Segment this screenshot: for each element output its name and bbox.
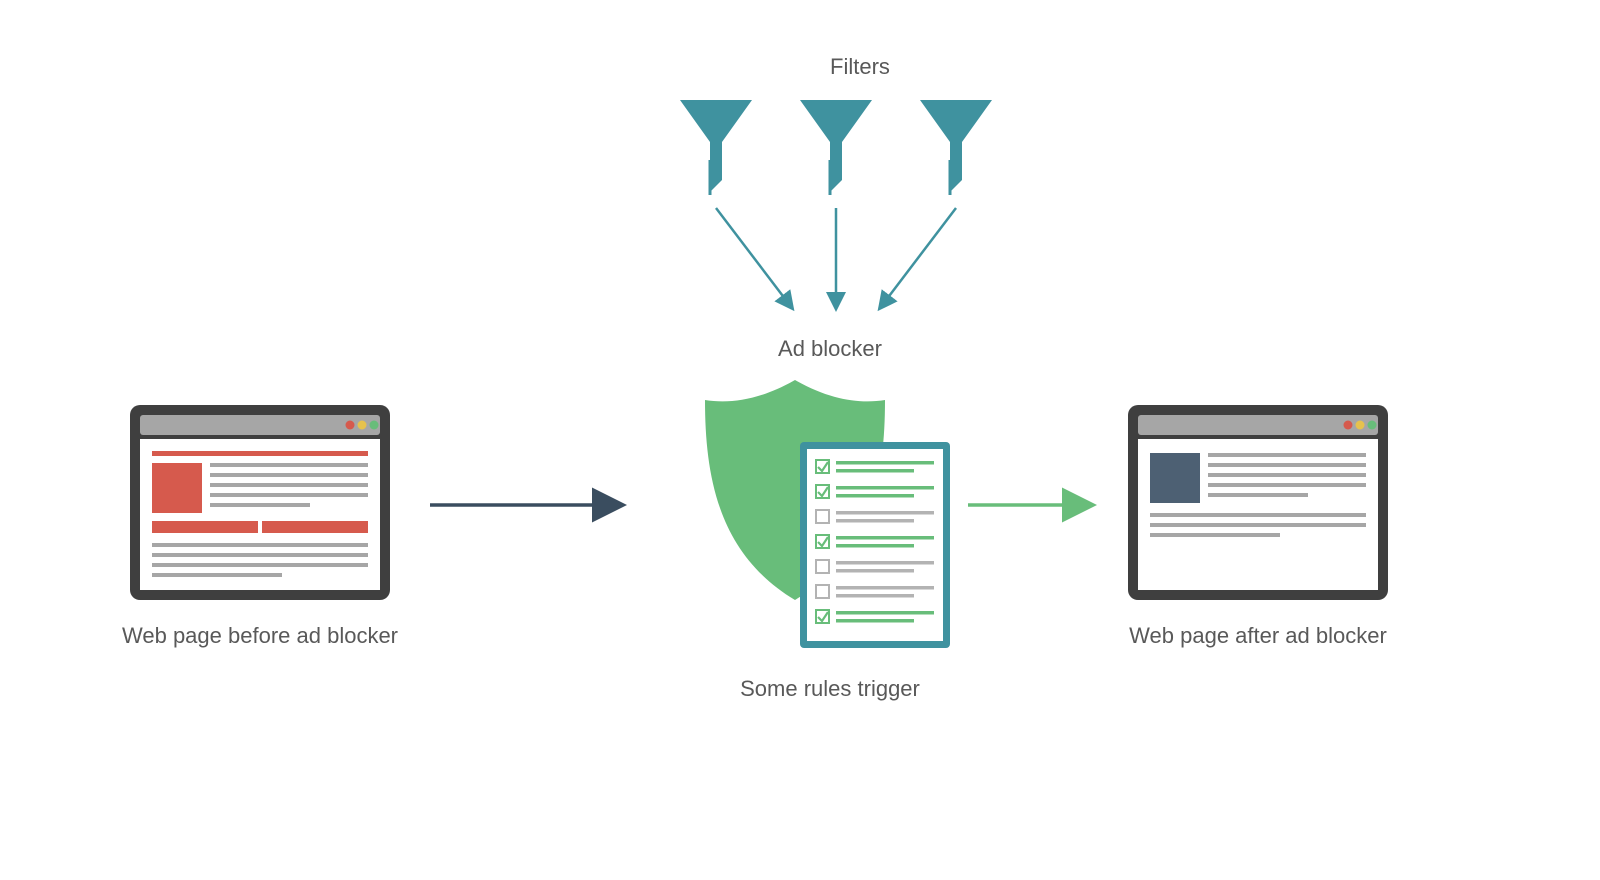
- checklist-icon: [800, 442, 950, 648]
- after-label: Web page after ad blocker: [1118, 622, 1398, 651]
- diagram-stage: Filters Ad blocke: [0, 0, 1600, 880]
- rules-label: Some rules trigger: [680, 676, 980, 702]
- before-label: Web page before ad blocker: [120, 622, 400, 651]
- ad-blocker-label: Ad blocker: [730, 336, 930, 362]
- browser-after-icon: [1128, 405, 1388, 600]
- browser-before-icon: [130, 405, 390, 600]
